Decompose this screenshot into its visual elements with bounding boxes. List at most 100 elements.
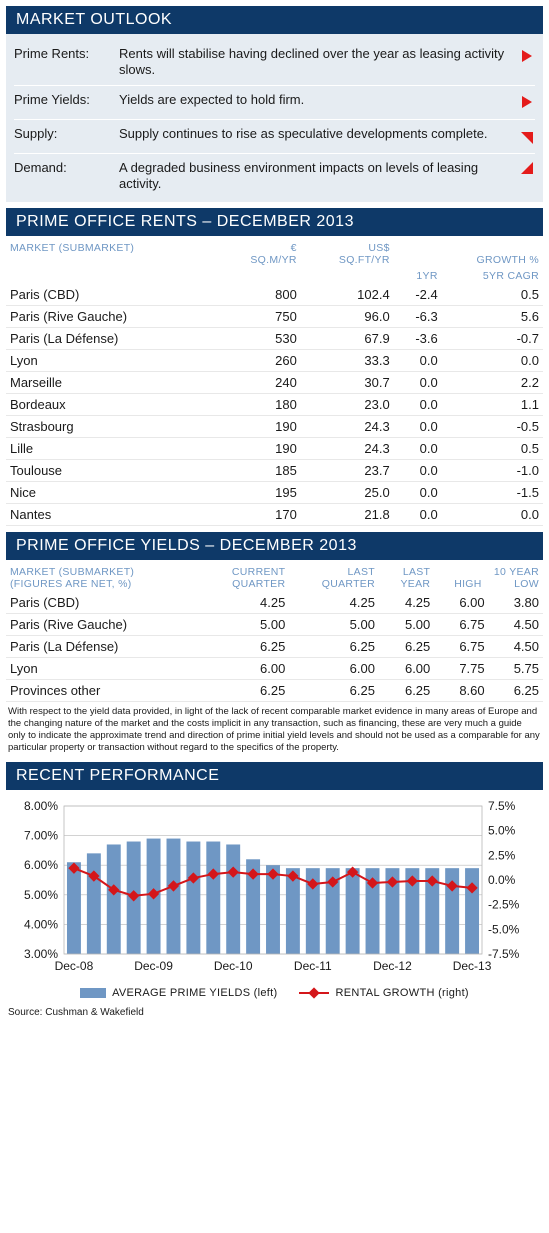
- table-row: Paris (Rive Gauche) 5.00 5.00 5.00 6.75 …: [6, 614, 543, 636]
- cell-market: Paris (CBD): [6, 592, 199, 614]
- cell-eur: 530: [215, 328, 301, 350]
- cell-eur: 800: [215, 284, 301, 306]
- outlook-label: Prime Rents:: [14, 46, 119, 61]
- yields-title-band: PRIME OFFICE YIELDS – DECEMBER 2013: [6, 532, 543, 560]
- cell-market: Bordeaux: [6, 394, 215, 416]
- cell-cq: 6.25: [199, 636, 289, 658]
- cell-lq: 4.25: [289, 592, 379, 614]
- svg-text:Dec-09: Dec-09: [134, 959, 173, 973]
- legend-bar-swatch: [80, 988, 106, 998]
- cell-lq: 6.25: [289, 680, 379, 702]
- svg-text:Dec-08: Dec-08: [55, 959, 94, 973]
- outlook-text: Yields are expected to hold firm.: [119, 92, 513, 108]
- cell-lq: 5.00: [289, 614, 379, 636]
- cell-hi: 6.00: [434, 592, 488, 614]
- outlook-row: Prime Rents: Rents will stabilise having…: [14, 40, 535, 85]
- source-line: Source: Cushman & Wakefield: [6, 1001, 543, 1020]
- cell-1yr: 0.0: [394, 372, 442, 394]
- cell-eur: 260: [215, 350, 301, 372]
- cell-usd: 24.3: [301, 416, 394, 438]
- yields-col-ly: LASTYEAR: [379, 564, 434, 592]
- svg-text:4.00%: 4.00%: [24, 917, 58, 931]
- table-row: Toulouse 185 23.7 0.0 -1.0: [6, 460, 543, 482]
- cell-usd: 102.4: [301, 284, 394, 306]
- cell-5yr: 0.5: [442, 438, 543, 460]
- legend-line-swatch: [299, 987, 329, 999]
- chart-legend: AVERAGE PRIME YIELDS (left) RENTAL GROWT…: [10, 981, 539, 1001]
- cell-5yr: -0.7: [442, 328, 543, 350]
- cell-lo: 6.25: [489, 680, 543, 702]
- outlook-text: Supply continues to rise as speculative …: [119, 126, 513, 142]
- cell-hi: 7.75: [434, 658, 488, 680]
- chart-svg: 3.00%4.00%5.00%6.00%7.00%8.00%-7.5%-5.0%…: [10, 798, 530, 978]
- rents-table: MARKET (SUBMARKET) €SQ.M/YR US$SQ.FT/YR …: [6, 240, 543, 526]
- legend-bar-label: AVERAGE PRIME YIELDS (left): [112, 987, 277, 999]
- rents-col-usd: US$SQ.FT/YR: [301, 240, 394, 268]
- outlook-title-band: MARKET OUTLOOK: [6, 6, 543, 34]
- cell-1yr: -2.4: [394, 284, 442, 306]
- cell-eur: 190: [215, 438, 301, 460]
- cell-1yr: 0.0: [394, 394, 442, 416]
- cell-1yr: 0.0: [394, 504, 442, 526]
- cell-usd: 23.7: [301, 460, 394, 482]
- cell-market: Paris (Rive Gauche): [6, 614, 199, 636]
- svg-text:0.0%: 0.0%: [488, 873, 516, 887]
- cell-lo: 5.75: [489, 658, 543, 680]
- cell-market: Paris (La Défense): [6, 328, 215, 350]
- table-row: Nantes 170 21.8 0.0 0.0: [6, 504, 543, 526]
- cell-1yr: -3.6: [394, 328, 442, 350]
- outlook-text: A degraded business environment impacts …: [119, 160, 513, 193]
- cell-eur: 180: [215, 394, 301, 416]
- cell-lo: 4.50: [489, 614, 543, 636]
- svg-text:3.00%: 3.00%: [24, 947, 58, 961]
- table-row: Paris (CBD) 4.25 4.25 4.25 6.00 3.80: [6, 592, 543, 614]
- cell-market: Nantes: [6, 504, 215, 526]
- cell-market: Paris (La Défense): [6, 636, 199, 658]
- yields-footnote: With respect to the yield data provided,…: [6, 702, 543, 756]
- rents-col-growth: GROWTH %: [394, 240, 543, 268]
- outlook-box: Prime Rents: Rents will stabilise having…: [6, 34, 543, 202]
- outlook-label: Supply:: [14, 126, 119, 141]
- cell-market: Toulouse: [6, 460, 215, 482]
- yields-col-cq: CURRENTQUARTER: [199, 564, 289, 592]
- cell-ly: 6.25: [379, 680, 434, 702]
- svg-text:7.5%: 7.5%: [488, 799, 516, 813]
- cell-market: Paris (CBD): [6, 284, 215, 306]
- trend-arrow-icon: [513, 92, 535, 113]
- table-row: Strasbourg 190 24.3 0.0 -0.5: [6, 416, 543, 438]
- outlook-row: Prime Yields: Yields are expected to hol…: [14, 85, 535, 119]
- performance-chart: 3.00%4.00%5.00%6.00%7.00%8.00%-7.5%-5.0%…: [6, 790, 543, 1001]
- cell-cq: 6.00: [199, 658, 289, 680]
- cell-5yr: 0.0: [442, 504, 543, 526]
- cell-5yr: -1.0: [442, 460, 543, 482]
- table-row: Paris (Rive Gauche) 750 96.0 -6.3 5.6: [6, 306, 543, 328]
- cell-cq: 6.25: [199, 680, 289, 702]
- svg-text:Dec-11: Dec-11: [294, 959, 332, 973]
- cell-lq: 6.25: [289, 636, 379, 658]
- cell-1yr: 0.0: [394, 350, 442, 372]
- cell-5yr: 5.6: [442, 306, 543, 328]
- cell-market: Provinces other: [6, 680, 199, 702]
- cell-1yr: 0.0: [394, 482, 442, 504]
- cell-eur: 185: [215, 460, 301, 482]
- yields-col-10y: 10 YEAR HIGH LOW: [434, 564, 543, 592]
- yields-table: MARKET (SUBMARKET)(FIGURES ARE NET, %) C…: [6, 564, 543, 702]
- page-container: MARKET OUTLOOK Prime Rents: Rents will s…: [0, 6, 549, 1026]
- rents-col-eur: €SQ.M/YR: [215, 240, 301, 268]
- performance-title-band: RECENT PERFORMANCE: [6, 762, 543, 790]
- svg-text:-2.5%: -2.5%: [488, 897, 520, 911]
- cell-usd: 21.8: [301, 504, 394, 526]
- table-row: Provinces other 6.25 6.25 6.25 8.60 6.25: [6, 680, 543, 702]
- cell-cq: 4.25: [199, 592, 289, 614]
- cell-5yr: 0.0: [442, 350, 543, 372]
- cell-hi: 6.75: [434, 614, 488, 636]
- legend-bars: AVERAGE PRIME YIELDS (left): [80, 987, 277, 999]
- cell-1yr: 0.0: [394, 460, 442, 482]
- svg-text:8.00%: 8.00%: [24, 799, 58, 813]
- trend-arrow-icon: [513, 126, 535, 147]
- cell-5yr: -1.5: [442, 482, 543, 504]
- svg-text:-7.5%: -7.5%: [488, 947, 520, 961]
- cell-5yr: -0.5: [442, 416, 543, 438]
- svg-text:Dec-10: Dec-10: [214, 959, 253, 973]
- table-row: Lyon 260 33.3 0.0 0.0: [6, 350, 543, 372]
